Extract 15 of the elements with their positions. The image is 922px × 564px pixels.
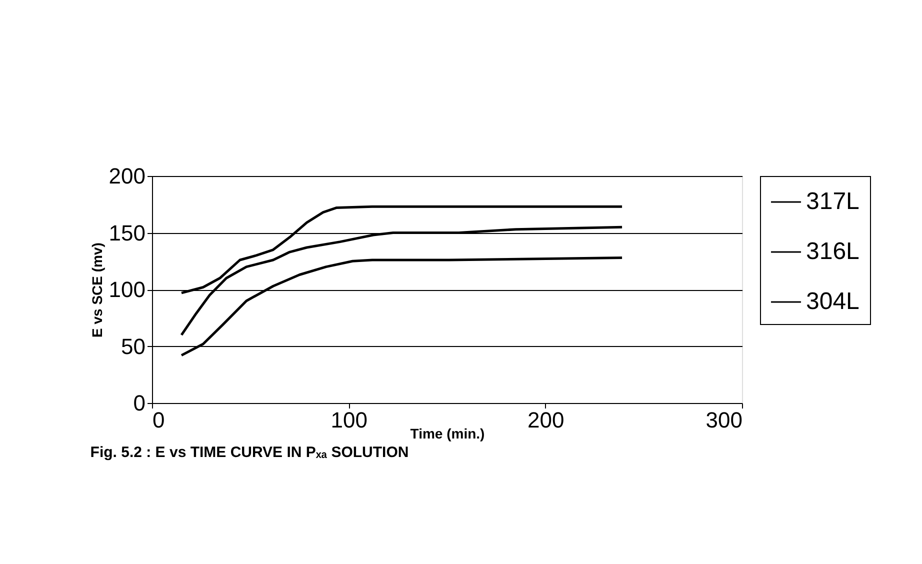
y-tick-label: 100 bbox=[108, 277, 146, 302]
x-tick-label: 100 bbox=[330, 408, 368, 432]
x-tick-label: 300 bbox=[706, 408, 742, 432]
y-axis-title: E vs SCE (mv) bbox=[88, 242, 105, 338]
legend-label: 304L bbox=[806, 288, 860, 315]
y-tick-label: 200 bbox=[108, 164, 146, 188]
y-tick-label: 0 bbox=[133, 390, 146, 416]
x-axis-title: Time (min.) bbox=[410, 426, 485, 442]
caption: Fig. 5.2 : E vs TIME CURVE IN Pₓₐ SOLUTION bbox=[90, 444, 409, 461]
y-tick-label: 50 bbox=[121, 334, 146, 359]
legend-label: 317L bbox=[806, 188, 860, 215]
x-tick-label: 200 bbox=[527, 408, 564, 432]
legend-label: 316L bbox=[806, 238, 860, 265]
x-tick-label: 0 bbox=[152, 408, 165, 432]
y-tick-label: 150 bbox=[108, 220, 146, 246]
